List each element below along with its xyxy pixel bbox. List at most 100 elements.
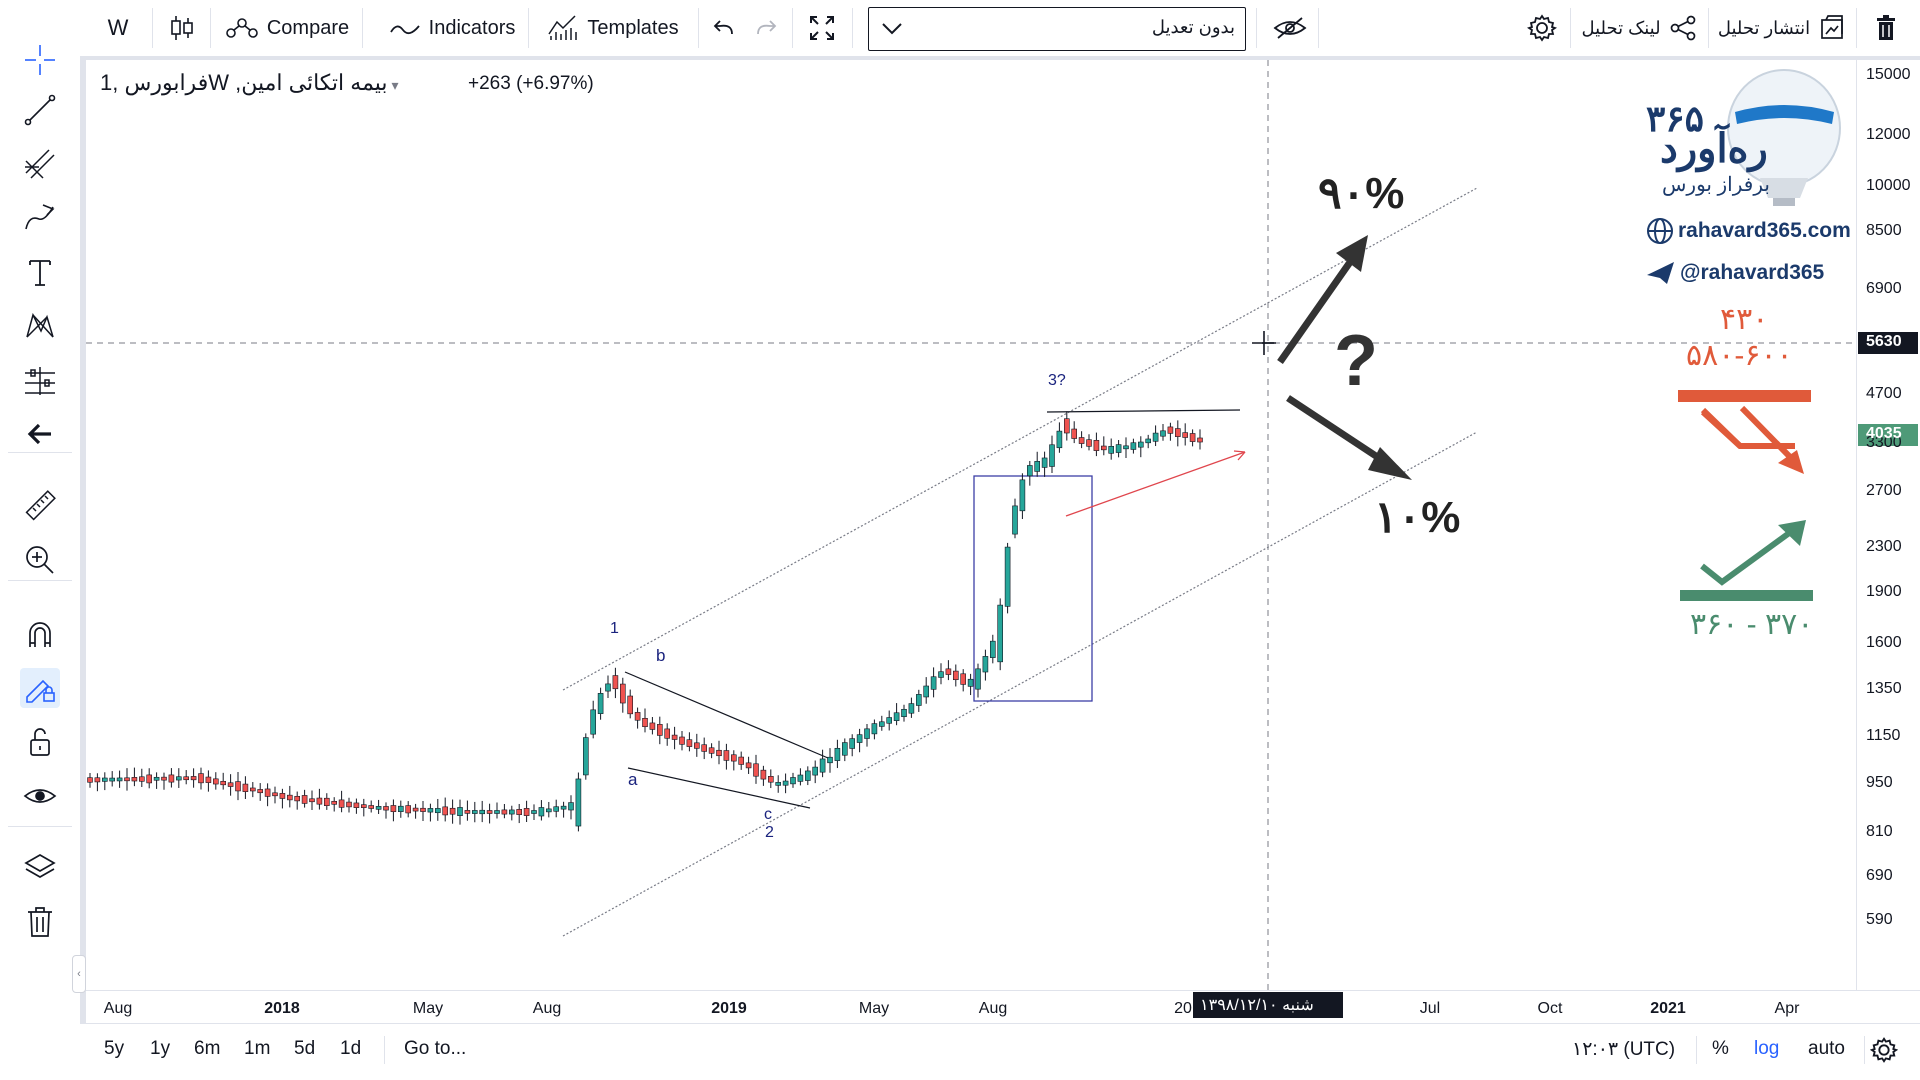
share-link-label: لینک تحلیل xyxy=(1581,17,1661,38)
gear-icon xyxy=(1527,14,1557,42)
chart-settings-button[interactable] xyxy=(1869,1036,1899,1069)
pattern-icon xyxy=(26,312,54,338)
drawing-toolbar xyxy=(0,45,81,1080)
time-tick: May xyxy=(412,1000,444,1017)
price-tick: 690 xyxy=(1866,867,1893,884)
price-change: +263 (+6.97%) xyxy=(468,73,594,94)
sidebar-collapse-handle[interactable]: ‹ xyxy=(72,955,86,993)
compare-button[interactable]: Compare xyxy=(212,0,362,56)
wave-label-3: 3? xyxy=(1048,372,1066,389)
text-icon xyxy=(29,260,51,286)
trash-icon xyxy=(28,907,52,937)
templates-icon xyxy=(548,15,578,40)
settings-button[interactable] xyxy=(1520,0,1564,56)
symbol-legend[interactable]: فرابورس ,1W ,بیمه اتکائی امین ▾ xyxy=(100,70,399,95)
compare-icon xyxy=(226,18,258,38)
range-button-1y[interactable]: 1y xyxy=(150,1038,171,1059)
back-arrow-tool[interactable] xyxy=(20,414,60,454)
time-scale[interactable] xyxy=(86,990,1920,1023)
publish-idea-label: انتشار تحلیل xyxy=(1717,17,1811,38)
text-tool[interactable] xyxy=(20,252,60,292)
brand-telegram: @rahavard365 xyxy=(1680,261,1825,284)
timezone-button[interactable]: ۱۲:۰۳ (UTC) xyxy=(1572,1039,1676,1060)
range-button-1m[interactable]: 1m xyxy=(244,1038,271,1059)
auto-scale-button[interactable]: auto xyxy=(1808,1038,1845,1059)
time-tick: Aug xyxy=(978,1000,1008,1017)
object-tree-tool[interactable] xyxy=(20,848,60,888)
share-link-button[interactable]: لینک تحلیل xyxy=(1576,0,1702,56)
magnet-icon xyxy=(29,622,51,647)
redo-button[interactable] xyxy=(748,0,784,56)
price-tick: 8500 xyxy=(1866,222,1902,239)
log-scale-button[interactable]: log xyxy=(1754,1038,1780,1059)
time-tick: Oct xyxy=(1537,1000,1563,1017)
chart-pane[interactable] xyxy=(86,60,1856,990)
undo-button[interactable] xyxy=(706,0,742,56)
brush-tool[interactable] xyxy=(20,198,60,238)
prediction-tool[interactable] xyxy=(20,360,60,400)
hide-drawings-button[interactable] xyxy=(1268,0,1312,56)
publish-idea-button[interactable]: انتشار تحلیل xyxy=(1714,0,1850,56)
gear-icon xyxy=(1869,1037,1899,1063)
templates-button[interactable]: Templates xyxy=(538,0,688,56)
time-tick: 2019 xyxy=(711,1000,747,1017)
symbol-label: W xyxy=(107,15,129,40)
price-tick: 6900 xyxy=(1866,280,1902,297)
visibility-tool[interactable] xyxy=(20,776,60,816)
ruler-icon xyxy=(25,490,56,521)
top-toolbar: W Compare Indicators Templates بدون تعدی… xyxy=(0,0,1920,57)
zoom-in-icon xyxy=(26,546,54,574)
range-button-5y[interactable]: 5y xyxy=(104,1038,125,1059)
lock-drawing-mode-tool[interactable] xyxy=(20,668,60,708)
range-button-5d[interactable]: 5d xyxy=(294,1038,316,1059)
price-tick: 950 xyxy=(1866,774,1893,791)
adjustment-select-value: بدون تعدیل xyxy=(1151,17,1235,37)
pitchfork-tool[interactable] xyxy=(20,144,60,184)
pattern-tool[interactable] xyxy=(20,306,60,346)
goto-button[interactable]: Go to... xyxy=(404,1038,467,1059)
wave-label-2: 2 xyxy=(765,824,774,841)
percent-scale-button[interactable]: % xyxy=(1712,1038,1729,1059)
wave-label-b: b xyxy=(656,646,666,665)
layers-icon xyxy=(24,854,56,878)
price-tick: 1350 xyxy=(1866,680,1902,697)
range-button-1d[interactable]: 1d xyxy=(340,1038,362,1059)
share-icon xyxy=(1670,15,1695,41)
measure-tool[interactable] xyxy=(20,486,60,526)
wave-label-c: c xyxy=(764,806,772,823)
price-tick: 15000 xyxy=(1866,66,1911,83)
support-level: ۳۶۰ - ۳۷۰ xyxy=(1690,608,1814,641)
remove-drawings-tool[interactable] xyxy=(20,902,60,942)
crosshair-tool[interactable] xyxy=(20,40,60,80)
zoom-tool[interactable] xyxy=(20,540,60,580)
fullscreen-button[interactable] xyxy=(800,0,844,56)
range-button-6m[interactable]: 6m xyxy=(194,1038,221,1059)
pencil-lock-icon xyxy=(26,679,55,703)
price-tick: 4700 xyxy=(1866,385,1902,402)
time-tick: Aug xyxy=(103,1000,133,1017)
trendline-tool[interactable] xyxy=(20,90,60,130)
symbol-button[interactable]: W xyxy=(96,0,140,56)
price-tick: 590 xyxy=(1866,911,1893,928)
chart-type-button[interactable] xyxy=(158,0,206,56)
time-tick: 2018 xyxy=(264,1000,300,1017)
brand-tagline: برفراز بورس xyxy=(1662,174,1770,196)
price-tick: 10000 xyxy=(1866,177,1911,194)
brush-icon xyxy=(25,204,55,230)
indicators-icon xyxy=(389,25,420,35)
indicators-button[interactable]: Indicators xyxy=(372,0,532,56)
price-tick: 12000 xyxy=(1866,126,1911,143)
adjustment-select[interactable]: بدون تعدیل xyxy=(868,7,1246,51)
price-scale[interactable] xyxy=(1856,60,1920,990)
price-tick: 2700 xyxy=(1866,482,1902,499)
last-price-text: 4035 xyxy=(1866,425,1902,442)
time-tick: 2021 xyxy=(1650,1000,1686,1017)
lock-all-tool[interactable] xyxy=(20,722,60,762)
bottom-toolbar xyxy=(80,1024,1920,1080)
brand-name: ره‌آورد xyxy=(1660,127,1768,171)
wave-label-a: a xyxy=(628,770,638,789)
magnet-tool[interactable] xyxy=(20,614,60,654)
undo-icon xyxy=(713,20,733,35)
delete-button[interactable] xyxy=(1866,0,1906,56)
legend-title: فرابورس ,1W ,بیمه اتکائی امین xyxy=(100,70,388,95)
